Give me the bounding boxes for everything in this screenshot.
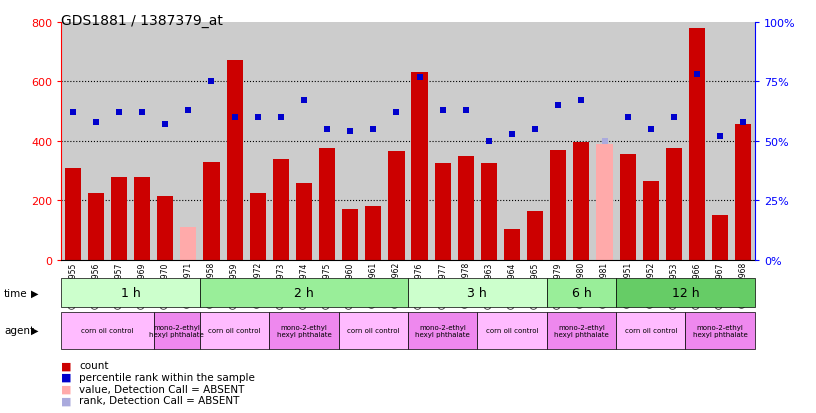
Text: mono-2-ethyl
hexyl phthalate: mono-2-ethyl hexyl phthalate — [415, 324, 470, 337]
Bar — [666, 149, 682, 260]
Bar — [250, 193, 266, 260]
Bar — [735, 125, 752, 260]
Text: corn oil control: corn oil control — [486, 328, 539, 333]
Bar — [134, 177, 150, 260]
Text: mono-2-ethyl
hexyl phthalate: mono-2-ethyl hexyl phthalate — [554, 324, 609, 337]
Bar — [481, 164, 497, 260]
Text: 1 h: 1 h — [121, 286, 140, 299]
Bar — [64, 168, 81, 260]
Bar — [88, 193, 104, 260]
Text: ▶: ▶ — [31, 325, 38, 335]
Text: 6 h: 6 h — [571, 286, 592, 299]
Bar — [273, 159, 289, 260]
Text: ▶: ▶ — [31, 288, 38, 298]
Text: mono-2-ethyl
hexyl phthalate: mono-2-ethyl hexyl phthalate — [149, 324, 204, 337]
Bar — [411, 73, 428, 260]
Bar — [157, 196, 173, 260]
Bar — [643, 182, 659, 260]
Bar — [596, 145, 613, 260]
Bar — [458, 156, 474, 260]
Text: ■: ■ — [61, 384, 72, 394]
Text: value, Detection Call = ABSENT: value, Detection Call = ABSENT — [79, 384, 245, 394]
Text: ■: ■ — [61, 395, 72, 405]
Bar — [388, 152, 405, 260]
Text: mono-2-ethyl
hexyl phthalate: mono-2-ethyl hexyl phthalate — [277, 324, 331, 337]
Text: corn oil control: corn oil control — [624, 328, 677, 333]
Text: count: count — [79, 361, 109, 370]
Text: GDS1881 / 1387379_at: GDS1881 / 1387379_at — [61, 14, 223, 28]
Text: percentile rank within the sample: percentile rank within the sample — [79, 372, 255, 382]
Bar — [180, 228, 197, 260]
Bar — [366, 207, 381, 260]
Bar — [504, 229, 520, 260]
Text: 12 h: 12 h — [672, 286, 699, 299]
Text: mono-2-ethyl
hexyl phthalate: mono-2-ethyl hexyl phthalate — [693, 324, 747, 337]
Text: 3 h: 3 h — [468, 286, 487, 299]
Text: corn oil control: corn oil control — [81, 328, 134, 333]
Bar — [574, 143, 589, 260]
Bar — [527, 211, 543, 260]
Bar — [435, 164, 450, 260]
Text: ■: ■ — [61, 372, 72, 382]
Bar — [342, 210, 358, 260]
Bar — [712, 216, 728, 260]
Text: corn oil control: corn oil control — [347, 328, 400, 333]
Bar — [296, 184, 312, 260]
Text: rank, Detection Call = ABSENT: rank, Detection Call = ABSENT — [79, 395, 240, 405]
Bar — [203, 162, 220, 260]
Bar — [227, 61, 242, 260]
Text: corn oil control: corn oil control — [208, 328, 261, 333]
Text: time: time — [4, 288, 28, 298]
Text: ■: ■ — [61, 361, 72, 370]
Bar — [111, 177, 127, 260]
Bar — [689, 28, 705, 260]
Text: agent: agent — [4, 325, 34, 335]
Bar — [619, 155, 636, 260]
Bar — [550, 150, 566, 260]
Text: 2 h: 2 h — [294, 286, 314, 299]
Bar — [319, 149, 335, 260]
